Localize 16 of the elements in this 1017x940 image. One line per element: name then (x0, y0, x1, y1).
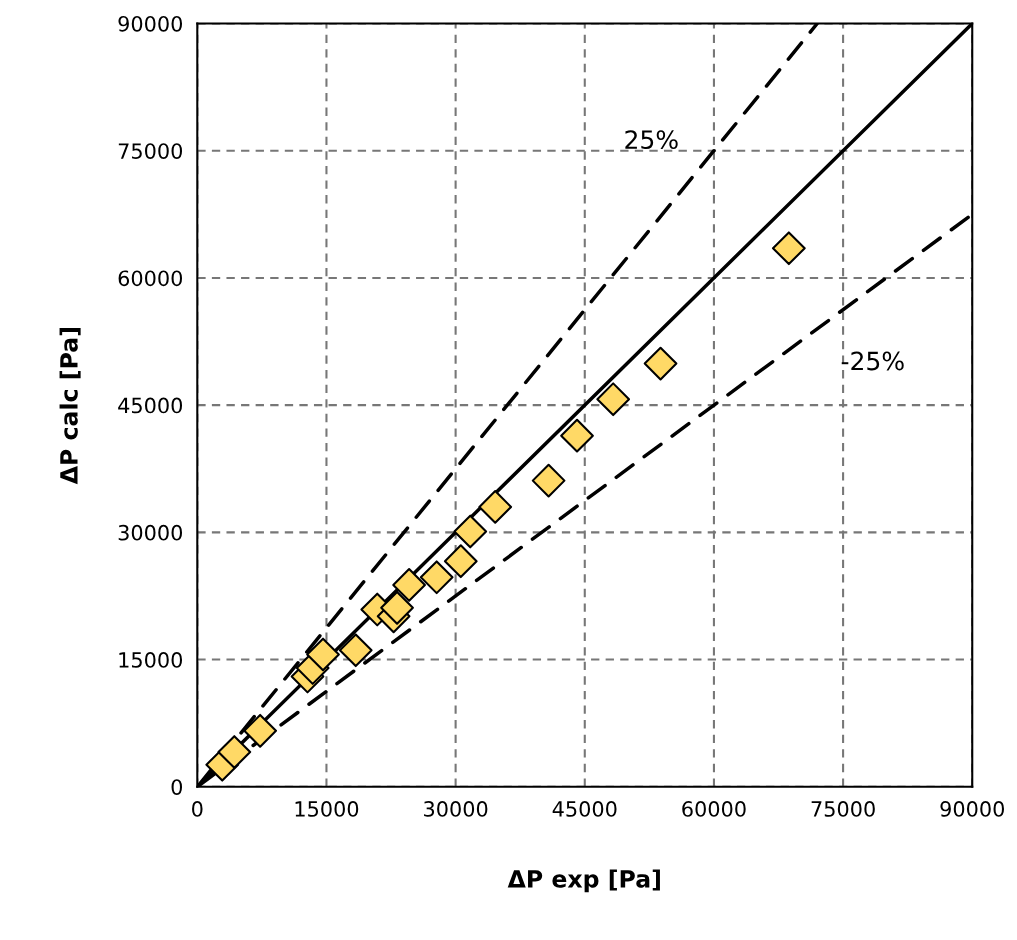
y-tick-label: 60000 (118, 270, 183, 287)
y-tick-label: 45000 (118, 397, 183, 414)
x-tick-label: 90000 (940, 801, 1004, 817)
x-axis-title: ΔP exp [Pa] (507, 869, 660, 893)
y-tick-label: 15000 (119, 652, 183, 668)
y-tick-label: 0 (171, 779, 183, 795)
x-tick-label: 15000 (295, 801, 359, 817)
x-tick-label: 0 (192, 801, 203, 817)
x-tick-label: 60000 (682, 801, 746, 817)
x-tick-label: 75000 (811, 801, 875, 817)
x-tick-label: 45000 (552, 801, 617, 817)
y-tick-label: 90000 (118, 15, 183, 32)
y-axis-title: ΔP calc [Pa] (59, 328, 81, 485)
x-tick-label: 30000 (424, 801, 488, 817)
y-tick-label: 75000 (118, 143, 183, 159)
y-tick-label: 30000 (118, 524, 183, 541)
